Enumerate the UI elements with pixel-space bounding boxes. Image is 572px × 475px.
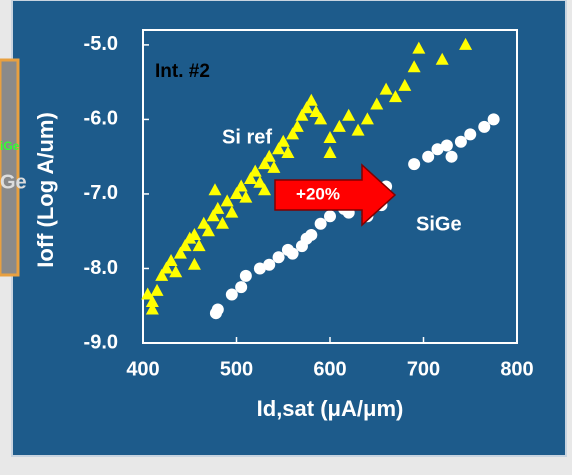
point [304, 93, 318, 106]
x-axis-title: Id,sat (μA/μm) [257, 396, 404, 421]
point [173, 246, 187, 259]
point [314, 112, 328, 125]
side-image-label: Ge [0, 171, 27, 193]
point [314, 217, 327, 230]
point [309, 104, 323, 117]
point [332, 119, 346, 132]
point [155, 268, 169, 281]
point [435, 52, 449, 65]
point [164, 254, 178, 267]
point [422, 150, 435, 163]
x-tick-label: 500 [220, 358, 253, 380]
point [192, 239, 206, 252]
point [487, 113, 500, 126]
y-tick-label: -6.0 [84, 108, 118, 130]
point [258, 157, 272, 170]
point [272, 251, 285, 264]
point [220, 194, 234, 207]
point [145, 302, 159, 315]
point [431, 143, 444, 156]
panel-label: Int. #2 [155, 61, 210, 82]
point [253, 175, 267, 188]
point [208, 183, 222, 196]
point [454, 135, 467, 148]
series-annotation: Si ref [222, 126, 272, 148]
side-image-label: iGe [0, 139, 20, 153]
point [206, 209, 220, 222]
x-tick-label: 400 [126, 358, 159, 380]
point [145, 295, 159, 308]
point [300, 101, 314, 114]
point [286, 247, 299, 260]
point [178, 239, 192, 252]
point [197, 216, 211, 229]
point [295, 108, 309, 121]
point [234, 179, 248, 192]
point [272, 142, 286, 155]
point [248, 164, 262, 177]
point [253, 262, 266, 275]
point [440, 139, 453, 152]
point [150, 283, 164, 296]
point [342, 108, 356, 121]
point [187, 257, 201, 270]
point [235, 281, 248, 294]
point [305, 228, 318, 241]
point [290, 119, 304, 132]
y-tick-label: -7.0 [84, 182, 118, 204]
point [360, 112, 374, 125]
point [478, 120, 491, 133]
point [281, 145, 295, 158]
point [258, 183, 272, 196]
point [388, 90, 402, 103]
point [459, 37, 473, 50]
point [225, 205, 239, 218]
point [412, 41, 426, 54]
point [263, 258, 276, 271]
point [159, 261, 173, 274]
point [211, 303, 224, 316]
point [225, 288, 238, 301]
point [230, 186, 243, 199]
point [324, 210, 336, 223]
x-tick-label: 800 [500, 358, 533, 380]
point [370, 97, 384, 110]
side-image [0, 58, 20, 277]
y-tick-label: -5.0 [84, 33, 118, 55]
point [239, 269, 252, 282]
point [286, 127, 300, 140]
point [239, 190, 253, 203]
slide-background [11, 0, 567, 457]
x-tick-label: 600 [313, 358, 346, 380]
point [169, 265, 183, 278]
series-annotation: SiGe [416, 213, 462, 235]
arrow-label: +20% [296, 184, 340, 203]
point [351, 123, 365, 136]
y-tick-label: -9.0 [84, 331, 118, 353]
point [267, 160, 281, 173]
point [215, 216, 229, 229]
point [464, 128, 477, 141]
point [276, 134, 290, 147]
point [201, 224, 215, 237]
point [408, 158, 421, 171]
point [398, 78, 412, 91]
shift-arrow [274, 163, 397, 227]
x-tick-label: 700 [407, 358, 440, 380]
y-axis-title: Ioff (Log A/um) [33, 112, 58, 268]
point [141, 287, 155, 300]
point [379, 82, 393, 95]
point [323, 145, 337, 158]
point [244, 172, 258, 185]
point [211, 201, 225, 214]
marks [141, 37, 500, 320]
point [445, 150, 458, 163]
y-tick-label: -8.0 [84, 257, 118, 279]
point [187, 227, 201, 240]
point [407, 60, 421, 73]
point [262, 149, 276, 162]
point [323, 131, 337, 144]
